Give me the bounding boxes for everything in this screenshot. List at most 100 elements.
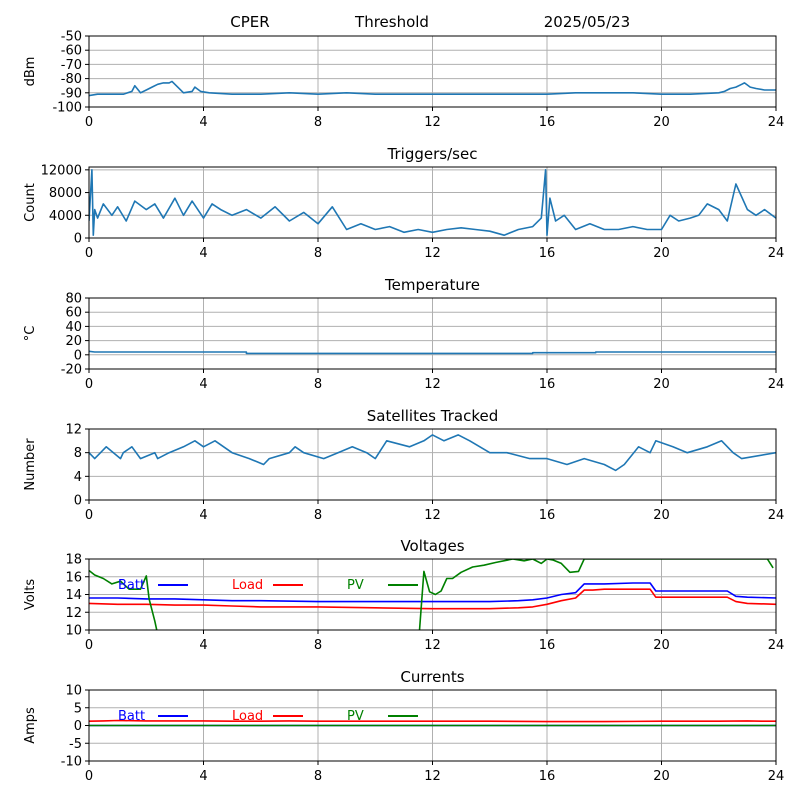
legend-label-load: Load: [232, 578, 263, 593]
x-tick-label: 12: [424, 508, 441, 523]
x-tick-label: 8: [314, 508, 322, 523]
header-date: 2025/05/23: [544, 13, 630, 31]
series-line-triggers: [89, 169, 776, 236]
x-tick-label: 16: [539, 638, 556, 653]
panel-threshold: 0 4 8 12 16 20 24 -100-90-80-70-60-50 dBm: [23, 30, 784, 131]
x-tick-label: 20: [653, 377, 670, 392]
x-tick-label: 0: [85, 377, 93, 392]
legend-label-batt: Batt: [118, 578, 145, 593]
panel-title: Triggers/sec: [387, 145, 478, 163]
x-tick-label: 20: [653, 115, 670, 130]
y-tick-label: -50: [61, 30, 82, 45]
x-tick-label: 4: [199, 508, 207, 523]
x-tick-label: 16: [539, 246, 556, 261]
x-tick-label: 0: [85, 769, 93, 784]
x-tick-label: 8: [314, 638, 322, 653]
x-tick-label: 12: [424, 638, 441, 653]
legend-label-load: Load: [232, 709, 263, 724]
x-tick-label: 4: [199, 377, 207, 392]
y-tick-label: 0: [74, 494, 82, 509]
x-tick-label: 8: [314, 246, 322, 261]
x-tick-label: 12: [424, 377, 441, 392]
x-tick-label: 12: [424, 769, 441, 784]
x-tick-label: 20: [653, 638, 670, 653]
x-tick-label: 24: [768, 638, 785, 653]
legend-label-pv: PV: [347, 578, 364, 593]
series-line-temperature: [89, 350, 776, 355]
x-tick-label: 4: [199, 115, 207, 130]
x-tick-label: 8: [314, 115, 322, 130]
series-line-pv: [89, 559, 774, 630]
y-tick-label: 10: [65, 684, 82, 699]
panel-title: Voltages: [400, 537, 464, 555]
y-axis-label: Number: [23, 438, 38, 491]
y-tick-label: -5: [69, 737, 82, 752]
x-tick-label: 12: [424, 115, 441, 130]
y-tick-label: 12: [65, 423, 82, 438]
y-tick-label: 8: [74, 446, 82, 461]
x-tick-label: 24: [768, 377, 785, 392]
x-tick-label: 16: [539, 769, 556, 784]
x-tick-label: 20: [653, 246, 670, 261]
y-tick-label: 16: [65, 570, 82, 585]
x-tick-label: 4: [199, 769, 207, 784]
legend-label-pv: PV: [347, 709, 364, 724]
panel-currents: 0 4 8 12 16 20 24 -10 -5 0 5 10 Currents Amps Batt Load…: [23, 668, 784, 784]
y-tick-label: 12: [65, 606, 82, 621]
header-mode: Threshold: [354, 13, 429, 31]
y-tick-label: -100: [52, 101, 82, 116]
x-tick-label: 4: [199, 638, 207, 653]
panel-voltages: 0 4 8 12 16 20 24 10 12 14 16 18 Voltages Volts Batt Lo…: [23, 537, 784, 653]
y-tick-label: 0: [74, 232, 82, 247]
y-tick-label: 4000: [49, 209, 82, 224]
y-tick-label: 12000: [41, 163, 82, 178]
x-tick-label: 24: [768, 508, 785, 523]
series-line-batt: [89, 582, 776, 603]
x-tick-label: 24: [768, 115, 785, 130]
x-tick-label: 8: [314, 377, 322, 392]
y-tick-label: 14: [65, 588, 82, 603]
y-tick-label: 18: [65, 553, 82, 568]
series-line-satellites: [89, 434, 776, 472]
y-tick-label: 80: [65, 292, 82, 307]
x-tick-label: 12: [424, 246, 441, 261]
panel-satellites: 0 4 8 12 16 20 24 0 4 8 12 Satellites Tracked Number: [23, 407, 784, 523]
y-axis-label: Amps: [23, 707, 38, 744]
y-tick-label: -90: [61, 86, 82, 101]
y-tick-label: 20: [65, 334, 82, 349]
header-site: CPER: [230, 13, 269, 31]
series-line-threshold: [89, 80, 776, 97]
x-tick-label: 0: [85, 115, 93, 130]
y-tick-label: 0: [74, 348, 82, 363]
x-tick-label: 20: [653, 769, 670, 784]
x-tick-label: 20: [653, 508, 670, 523]
x-tick-label: 0: [85, 508, 93, 523]
x-tick-label: 16: [539, 508, 556, 523]
y-tick-label: -70: [61, 58, 82, 73]
y-axis-label: Volts: [23, 579, 38, 611]
x-tick-label: 16: [539, 115, 556, 130]
series-line-load: [89, 588, 776, 610]
panel-triggers: 0 4 8 12 16 20 24 0 4000 8000 12000 Triggers/sec Cou…: [23, 145, 784, 261]
y-tick-label: -80: [61, 72, 82, 87]
panel-title: Temperature: [384, 276, 480, 294]
y-tick-label: -10: [61, 755, 82, 770]
y-tick-label: 0: [74, 719, 82, 734]
x-tick-label: 8: [314, 769, 322, 784]
y-axis-label: Count: [23, 183, 38, 222]
y-tick-label: 60: [65, 306, 82, 321]
y-tick-label: -20: [61, 363, 82, 378]
y-tick-label: 10: [65, 624, 82, 639]
x-tick-label: 24: [768, 246, 785, 261]
y-tick-label: 8000: [49, 186, 82, 201]
legend-label-batt: Batt: [118, 709, 145, 724]
panel-title: Currents: [400, 668, 464, 686]
y-axis-label: dBm: [23, 57, 38, 87]
x-tick-label: 0: [85, 246, 93, 261]
x-tick-label: 0: [85, 638, 93, 653]
x-tick-label: 24: [768, 769, 785, 784]
y-tick-label: 40: [65, 320, 82, 335]
